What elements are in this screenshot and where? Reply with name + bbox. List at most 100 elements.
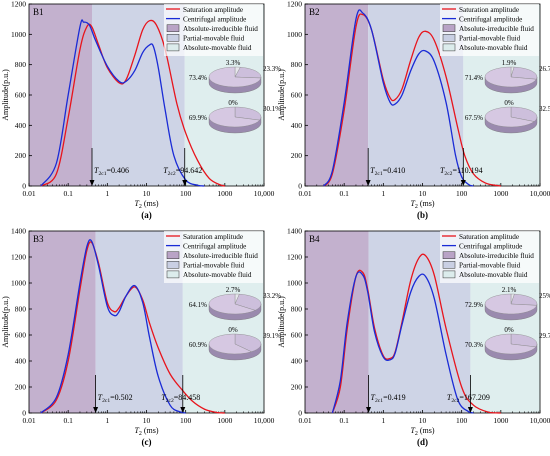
pie-saturated: 1.9% 26.7% 71.4% — [465, 59, 550, 94]
x-tick-label: 0.1 — [63, 189, 73, 198]
pie-saturated-label-small: 3.3% — [226, 59, 241, 67]
cutoff1-label: T2c1=0.406 — [94, 166, 129, 177]
y-tick-label: 600 — [15, 91, 27, 100]
pie-centrifuged-label-small: 0% — [504, 326, 514, 334]
cutoff2-label: T2c2=110.194 — [440, 166, 483, 177]
y-tick-label: 1000 — [11, 30, 26, 39]
y-tick-label: 1200 — [287, 253, 302, 262]
y-tick-label: 400 — [291, 121, 303, 130]
x-axis-label: T2 (ms) — [134, 426, 158, 437]
y-tick-label: 400 — [291, 357, 303, 366]
legend-movable-label: Absolute-movable fluid — [183, 44, 252, 52]
x-tick-label: 1 — [381, 189, 385, 198]
legend-movable-label: Absolute-movable fluid — [459, 271, 528, 279]
x-tick-label: 1000 — [493, 416, 508, 425]
cutoff1-label: T2c1=0.502 — [98, 393, 133, 404]
x-tick-label: 1 — [105, 416, 109, 425]
x-tick-label: 0.01 — [22, 189, 35, 198]
legend-centrifugal-label: Centrifugal amplitude — [183, 242, 246, 250]
series-line-saturation — [40, 19, 225, 187]
legend-partial-swatch — [166, 261, 180, 269]
y-tick-label: 800 — [291, 60, 303, 69]
legend-centrifugal-label: Centrifugal amplitude — [459, 15, 522, 23]
pie-saturated-slice — [208, 293, 256, 315]
y-tick-label: 1000 — [11, 279, 26, 288]
pie-centrifuged: 0% 32.5% 67.5% — [465, 99, 550, 134]
legend-partial-label: Partial-movable fluid — [459, 262, 521, 270]
panel-label: B4 — [309, 234, 320, 244]
legend-centrifugal-label: Centrifugal amplitude — [183, 15, 246, 23]
legend-partial-swatch — [442, 261, 456, 269]
x-tick-label: 100 — [456, 416, 468, 425]
cutoff1-label: T2c1=0.410 — [370, 166, 405, 177]
cutoff2-arrow-head — [460, 180, 466, 186]
cutoff2-arrow-head — [180, 407, 186, 413]
y-tick-label: 200 — [15, 383, 27, 392]
y-tick-label: 600 — [15, 331, 27, 340]
x-axis-label: T2 (ms) — [134, 199, 158, 210]
y-tick-label: 1200 — [287, 0, 302, 9]
x-axis-label: T2 (ms) — [410, 199, 434, 210]
panel-label: B1 — [33, 7, 44, 17]
y-tick-label: 1400 — [287, 227, 302, 236]
chart-panel-4: 0 200 400 600 800 1000 1200 1400 0.01 0.1 1 10 100 10… — [277, 227, 550, 448]
y-tick-label: 0 — [298, 409, 302, 418]
x-tick-label: 10,000 — [254, 416, 275, 425]
pie-centrifuged-label-small: 0% — [228, 326, 238, 334]
legend-irreducible-swatch — [442, 24, 456, 32]
chart-panel-2: 0 200 400 600 800 1000 1200 0.01 0.1 1 10 100 1000 10… — [277, 0, 550, 220]
legend-irreducible-swatch — [166, 251, 180, 259]
panel-caption: (d) — [417, 437, 428, 447]
legend-irreducible-label: Absolute-irreducible fluid — [459, 25, 534, 33]
y-tick-label: 1400 — [11, 227, 26, 236]
pie-saturated-label-partial: 23.3% — [263, 65, 281, 73]
x-tick-label: 10 — [419, 189, 427, 198]
pie-centrifuged-slice — [208, 106, 261, 128]
y-tick-label: 0 — [298, 182, 302, 191]
panel-label: B2 — [309, 7, 320, 17]
pie-centrifuged-slice — [484, 106, 535, 128]
pie-saturated-label-partial: 26.7% — [539, 65, 550, 73]
pie-saturated-slice — [484, 66, 537, 88]
pie-centrifuged: 0% 30.1% 69.9% — [189, 99, 281, 134]
pie-centrifuged-label-irreducible: 60.9% — [189, 341, 207, 349]
cutoff1-arrow-head — [89, 180, 95, 186]
pie-centrifuged-slice — [234, 106, 262, 121]
pie-centrifuged-label-irreducible: 67.5% — [465, 114, 483, 122]
cutoff1-arrow-head — [365, 180, 371, 186]
y-tick-label: 200 — [15, 151, 27, 160]
x-tick-label: 100 — [180, 416, 192, 425]
series-line-centrifugal — [40, 239, 186, 414]
x-tick-label: 0.01 — [22, 416, 35, 425]
cutoff1-arrow-head — [93, 407, 99, 413]
y-tick-label: 0 — [22, 409, 26, 418]
legend-partial-label: Partial-movable fluid — [183, 262, 245, 270]
legend-saturation-label: Saturation amplitude — [459, 233, 519, 241]
y-axis-label: Amplitude(p.u.) — [1, 69, 10, 121]
panel-label: B3 — [33, 234, 44, 244]
legend-saturation-label: Saturation amplitude — [459, 6, 519, 14]
pie-centrifuged-slice — [484, 333, 537, 355]
pie-centrifuged-label-partial: 32.5% — [539, 105, 550, 113]
y-tick-label: 600 — [291, 91, 303, 100]
legend-movable-label: Absolute-movable fluid — [459, 44, 528, 52]
series-line-centrifugal — [40, 19, 205, 187]
y-tick-label: 800 — [291, 305, 303, 314]
x-tick-label: 0.1 — [63, 416, 73, 425]
cutoff2-label: T2c2=84.458 — [161, 393, 200, 404]
x-tick-label: 10 — [143, 416, 151, 425]
x-tick-label: 100 — [180, 189, 192, 198]
pie-saturated-slice — [484, 293, 538, 315]
cutoff2-arrow-head — [467, 407, 473, 413]
x-tick-label: 10 — [143, 189, 151, 198]
pie-centrifuged-label-partial: 29.7% — [539, 332, 550, 340]
series-line-centrifugal — [323, 9, 474, 187]
y-tick-label: 200 — [291, 151, 303, 160]
pie-centrifuged-slice — [208, 333, 252, 355]
pie-centrifuged-slice — [510, 333, 538, 348]
pie-saturated-label-irreducible: 71.4% — [465, 74, 483, 82]
legend-partial-label: Partial-movable fluid — [459, 35, 521, 43]
x-tick-label: 10 — [419, 416, 427, 425]
y-axis-label: Amplitude(p.u.) — [1, 296, 10, 348]
